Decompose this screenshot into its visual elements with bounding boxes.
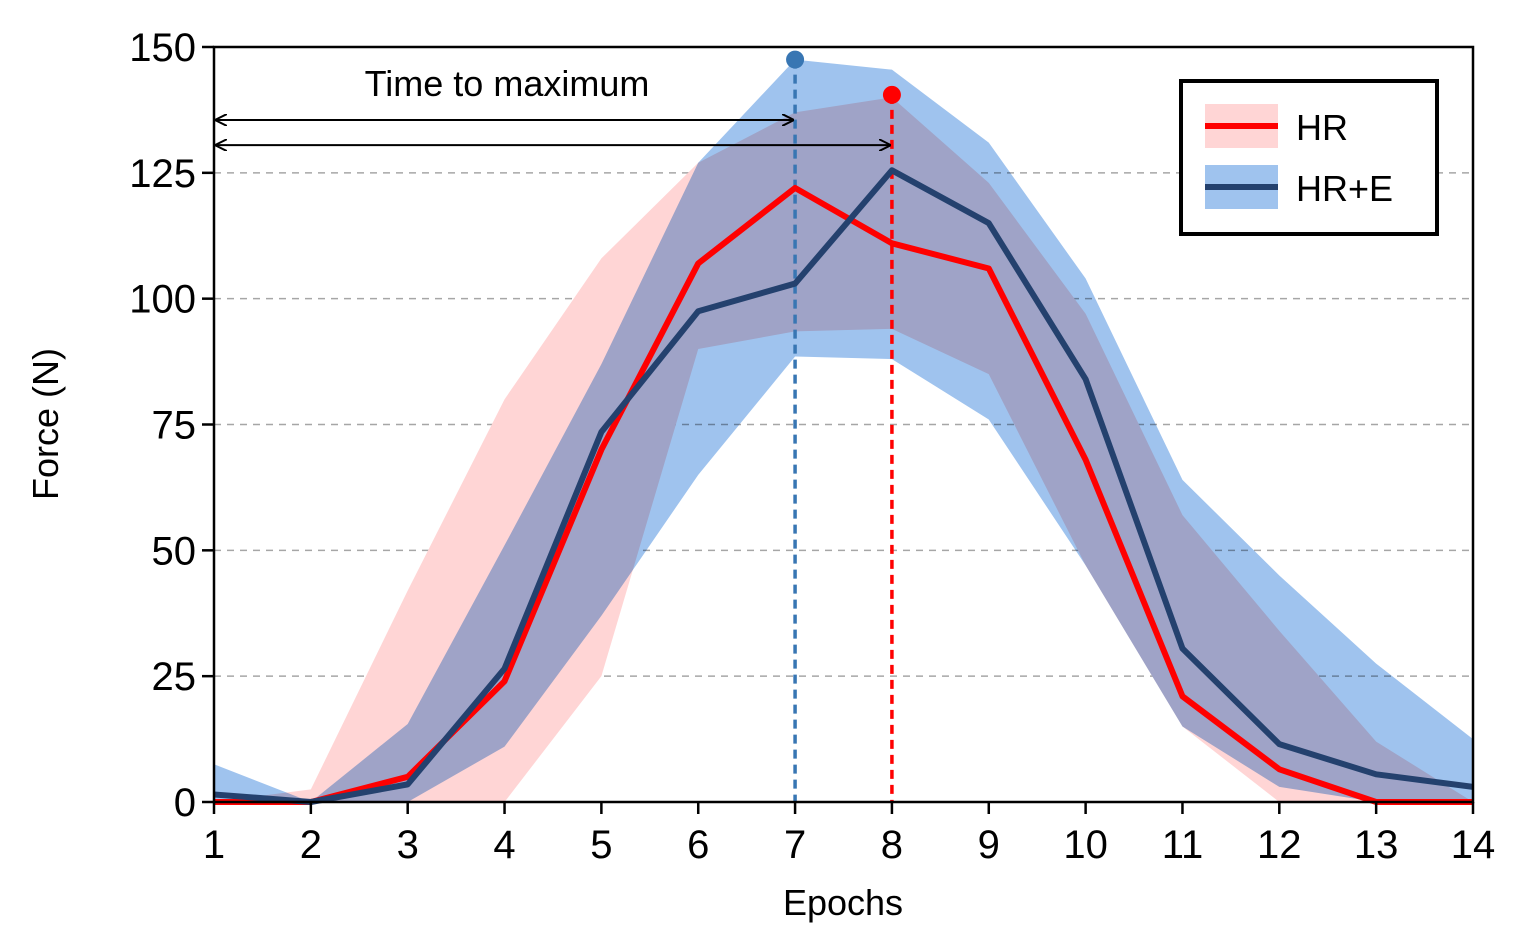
x-tick-label-7: 7: [784, 823, 806, 867]
peak-dot-hr: [882, 85, 901, 104]
legend-box: [1179, 79, 1439, 236]
y-tick-label-25: 25: [152, 655, 197, 699]
x-tick-label-12: 12: [1257, 823, 1302, 867]
series-lines: [213, 167, 1474, 805]
y-axis-title: Force (N): [25, 348, 66, 500]
x-tick-label-9: 9: [978, 823, 1000, 867]
x-tick-label-1: 1: [203, 823, 225, 867]
x-tick-label-8: 8: [881, 823, 903, 867]
x-tick-label-11: 11: [1162, 823, 1204, 867]
x-tick-label-3: 3: [397, 823, 419, 867]
x-tick-label-10: 10: [1063, 823, 1108, 867]
x-tick-label-13: 13: [1354, 823, 1399, 867]
y-tick-label-0: 0: [174, 781, 196, 825]
peak-dot-hre: [786, 50, 805, 69]
line-hre: [213, 167, 1474, 805]
x-axis-title: Epochs: [783, 882, 903, 923]
y-tick-label-150: 150: [129, 26, 196, 70]
x-tick-label-2: 2: [300, 823, 322, 867]
x-tick-label-4: 4: [493, 823, 515, 867]
time-to-maximum-label: Time to maximum: [365, 63, 650, 104]
peak-lines: [793, 59, 894, 802]
x-tick-label-6: 6: [687, 823, 709, 867]
x-tick-label-5: 5: [590, 823, 612, 867]
legend: HR HR+E: [1179, 79, 1439, 236]
y-tick-label-75: 75: [152, 404, 197, 448]
annotations: Time to maximum: [216, 50, 901, 146]
y-tick-label-125: 125: [129, 152, 196, 196]
y-tick-label-100: 100: [129, 278, 196, 322]
legend-label-hr: HR: [1296, 107, 1348, 148]
x-tick-label-14: 14: [1451, 823, 1496, 867]
legend-label-hre: HR+E: [1296, 168, 1393, 209]
y-tick-label-50: 50: [152, 529, 197, 573]
